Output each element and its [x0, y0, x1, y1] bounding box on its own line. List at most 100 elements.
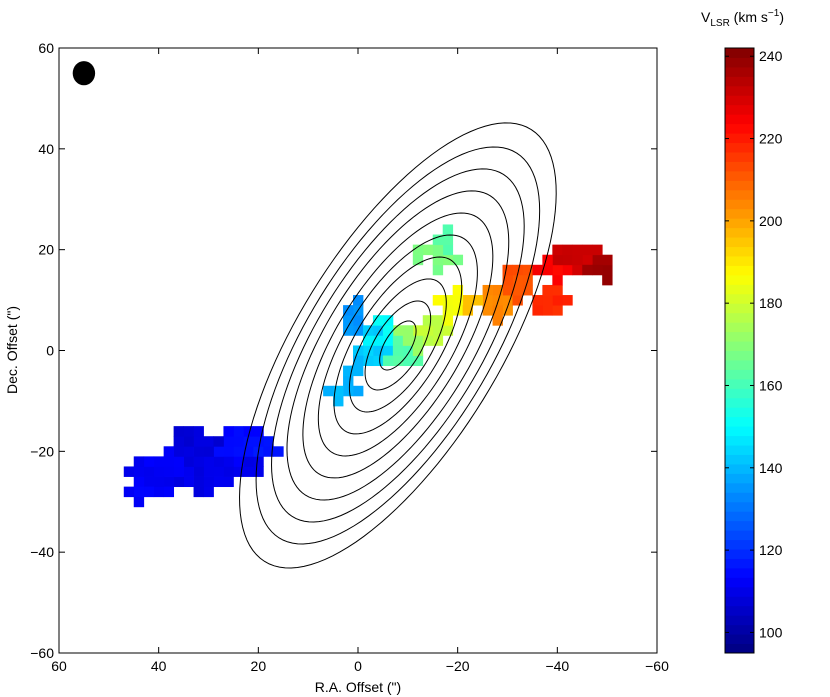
colorbar-band	[725, 95, 754, 106]
velocity-pixel	[572, 254, 583, 266]
velocity-pixel	[402, 325, 414, 336]
x-axis-ticks: 60 40 20 0 −20 −40 −60	[51, 48, 669, 674]
colorbar-band	[725, 549, 754, 559]
velocity-pixel	[263, 446, 274, 457]
velocity-pixel	[123, 466, 135, 477]
velocity-pixel	[452, 254, 464, 266]
x-tick-label: −60	[645, 658, 669, 674]
contour-ring	[255, 146, 541, 545]
colorbar-label-main: V	[701, 9, 711, 25]
colorbar-band	[725, 407, 754, 418]
velocity-pixel	[432, 234, 444, 246]
contour-ring	[271, 168, 525, 523]
velocity-pixel	[452, 295, 464, 306]
velocity-pixel	[233, 436, 244, 447]
velocity-pixel	[343, 385, 354, 397]
velocity-pixel	[402, 345, 414, 356]
colorbar-band	[725, 416, 754, 427]
velocity-pixel	[382, 335, 394, 346]
velocity-pixel	[343, 305, 354, 316]
velocity-pixel	[552, 295, 563, 306]
velocity-pixel	[502, 284, 513, 296]
velocity-pixel	[542, 254, 553, 266]
velocity-pixel	[203, 476, 214, 488]
beam-ellipse	[72, 61, 96, 86]
velocity-pixel	[253, 426, 264, 437]
velocity-pixel	[163, 456, 175, 467]
contour-ring	[239, 122, 557, 569]
velocity-pixel	[542, 295, 553, 306]
colorbar-band	[725, 180, 754, 191]
velocity-pixel	[133, 486, 145, 498]
x-tick-label: 60	[51, 658, 67, 674]
velocity-pixel	[343, 375, 354, 387]
colorbar-band	[725, 615, 754, 626]
velocity-pixel	[542, 284, 553, 296]
colorbar-band	[725, 303, 754, 314]
velocity-pixel	[572, 244, 583, 256]
velocity-pixel	[343, 315, 354, 326]
velocity-pixel	[562, 244, 573, 256]
colorbar-band	[725, 312, 754, 323]
colorbar-band	[725, 284, 754, 295]
colorbar-label-unit: (km s	[730, 9, 768, 25]
velocity-pixel	[143, 486, 155, 498]
velocity-pixel	[442, 305, 454, 316]
colorbar-band	[725, 378, 754, 389]
velocity-pixel	[183, 466, 194, 477]
colorbar-band	[725, 331, 754, 342]
velocity-pixel	[133, 456, 145, 467]
colorbar-band	[725, 199, 754, 210]
velocity-pixel	[353, 365, 364, 377]
colorbar-band	[725, 492, 754, 503]
velocity-pixel	[173, 456, 184, 467]
colorbar-band	[725, 511, 754, 522]
colorbar-label: VLSR (km s−1)	[701, 8, 784, 29]
velocity-pixel	[223, 456, 234, 467]
velocity-pixel	[223, 466, 234, 477]
contour-ring	[286, 190, 510, 501]
velocity-pixel	[492, 284, 503, 296]
velocity-pixel	[253, 456, 264, 467]
colorbar-band	[725, 227, 754, 238]
y-tick-label: 0	[46, 343, 54, 359]
colorbar-band	[725, 293, 754, 304]
velocity-pixel	[512, 284, 523, 296]
velocity-pixel	[412, 325, 424, 336]
velocity-pixel	[183, 456, 194, 467]
velocity-pixel	[492, 315, 503, 326]
velocity-pixel	[333, 385, 344, 397]
colorbar-band	[725, 104, 754, 115]
velocity-pixel	[422, 325, 434, 336]
colorbar-band	[725, 596, 754, 607]
velocity-pixel	[582, 254, 593, 266]
velocity-pixel	[442, 244, 454, 256]
colorbar-label-close: )	[779, 9, 784, 25]
velocity-pixel	[163, 476, 175, 488]
colorbar-band	[725, 435, 754, 446]
velocity-pixel	[452, 284, 464, 296]
velocity-pixel	[193, 446, 204, 457]
velocity-pixel	[402, 335, 414, 346]
velocity-pixel	[432, 264, 444, 276]
velocity-pixel	[472, 295, 483, 306]
velocity-pixel	[133, 496, 145, 508]
velocity-pixel	[362, 335, 374, 346]
velocity-pixel	[482, 295, 493, 306]
velocity-pixel	[442, 295, 454, 306]
colorbar-tick-label: 100	[759, 624, 783, 640]
velocity-pixel	[372, 345, 384, 356]
velocity-pixel	[173, 436, 184, 447]
contour-ring	[348, 278, 447, 413]
velocity-pixel	[223, 476, 234, 488]
velocity-pixel	[422, 244, 434, 256]
colorbar-band	[725, 170, 754, 181]
velocity-pixel	[243, 456, 254, 467]
velocity-pixel	[183, 426, 194, 437]
colorbar-band	[725, 369, 754, 380]
colorbar: 100 120 140 160 180 200 220 240 VLSR (km s−1)	[701, 8, 784, 654]
colorbar-band	[725, 274, 754, 285]
colorbar-band	[725, 341, 754, 351]
velocity-pixel	[203, 436, 214, 447]
velocity-pixel	[213, 456, 224, 467]
